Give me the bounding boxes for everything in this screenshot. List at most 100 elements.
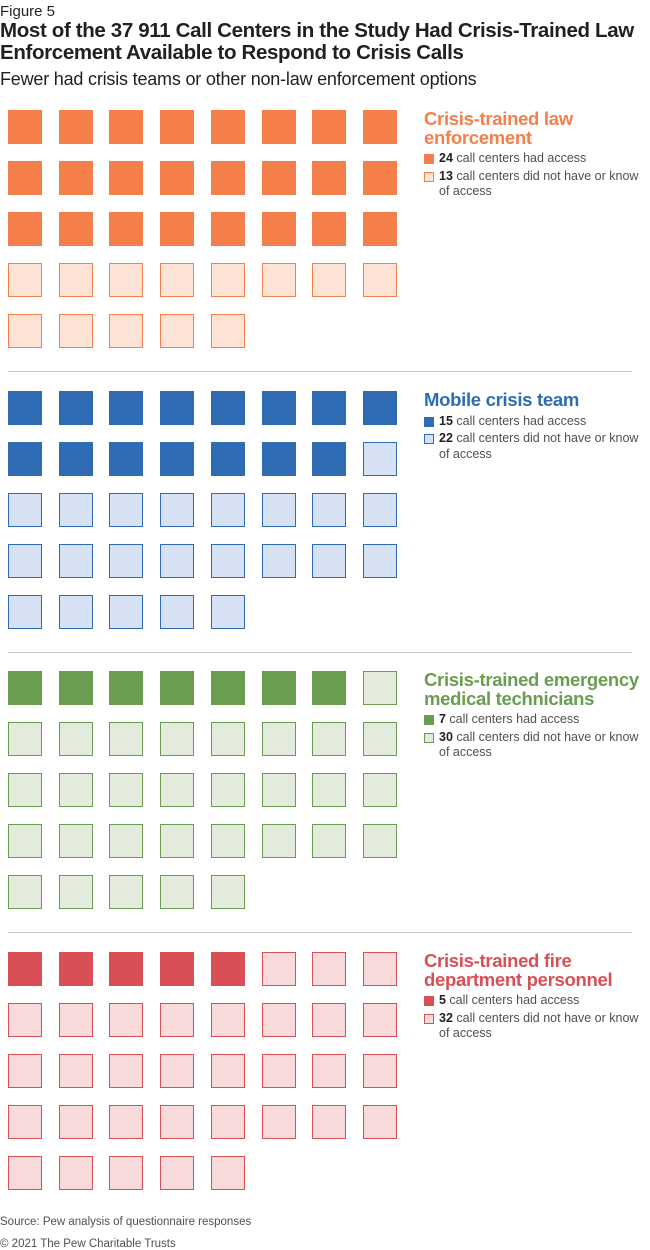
legend-count: 5: [439, 993, 446, 1007]
waffle-square-had-access: [160, 442, 195, 476]
legend-swatch: [424, 1013, 434, 1024]
waffle-square-had-access: [312, 671, 347, 705]
waffle-square-had-access: [58, 442, 93, 476]
waffle-square-had-access: [261, 671, 296, 705]
waffle-square-no-access: [210, 263, 245, 297]
waffle-square-had-access: [312, 161, 347, 195]
waffle-square-no-access: [8, 1003, 42, 1037]
waffle-square-no-access: [261, 824, 296, 858]
waffle-square-no-access: [210, 722, 245, 756]
waffle-square-had-access: [261, 442, 296, 476]
legend-item-had-access: 24 call centers had access: [424, 151, 650, 167]
waffle-square-no-access: [109, 493, 144, 527]
waffle-square-no-access: [58, 773, 93, 807]
waffle-square-had-access: [261, 161, 296, 195]
waffle-square-had-access: [109, 952, 144, 986]
waffle-square-no-access: [109, 1003, 144, 1037]
waffle-square-had-access: [362, 212, 397, 246]
waffle-square-had-access: [312, 391, 347, 425]
waffle-square-no-access: [8, 824, 42, 858]
waffle-square-had-access: [58, 161, 93, 195]
waffle-square-no-access: [210, 1156, 245, 1190]
waffle-square-no-access: [160, 1054, 195, 1088]
waffle-square-no-access: [160, 544, 195, 578]
waffle-square-had-access: [109, 212, 144, 246]
waffle-grid: [8, 391, 408, 641]
waffle-square-no-access: [58, 493, 93, 527]
legend-count: 24: [439, 151, 453, 165]
legend-label: call centers had access: [452, 151, 587, 165]
waffle-square-no-access: [210, 595, 245, 629]
waffle-square-no-access: [312, 493, 347, 527]
waffle-square-no-access: [261, 1105, 296, 1139]
waffle-square-had-access: [58, 212, 93, 246]
waffle-square-no-access: [58, 544, 93, 578]
waffle-square-no-access: [160, 722, 195, 756]
waffle-square-had-access: [160, 161, 195, 195]
waffle-square-no-access: [109, 1054, 144, 1088]
waffle-square-no-access: [261, 722, 296, 756]
waffle-square-no-access: [362, 671, 397, 705]
legend-label: call centers did not have or know of acc…: [439, 431, 639, 461]
waffle-square-no-access: [261, 263, 296, 297]
waffle-square-had-access: [362, 161, 397, 195]
waffle-square-no-access: [312, 1003, 347, 1037]
waffle-square-no-access: [362, 824, 397, 858]
legend-swatch: [424, 171, 434, 182]
waffle-square-no-access: [58, 824, 93, 858]
waffle-square-no-access: [160, 493, 195, 527]
waffle-square-had-access: [58, 671, 93, 705]
waffle-square-no-access: [8, 773, 42, 807]
category-section: Crisis-trained fire department personnel…: [0, 951, 650, 1232]
category-section: Crisis-trained law enforcement 24 call ce…: [0, 109, 650, 390]
waffle-square-had-access: [8, 442, 42, 476]
waffle-square-had-access: [210, 671, 245, 705]
waffle-square-no-access: [8, 1156, 42, 1190]
waffle-square-had-access: [210, 442, 245, 476]
waffle-square-no-access: [109, 544, 144, 578]
waffle-square-no-access: [58, 722, 93, 756]
waffle-square-no-access: [362, 773, 397, 807]
legend-count: 30: [439, 729, 453, 744]
legend-item-had-access: 5 call centers had access: [424, 993, 650, 1009]
waffle-square-had-access: [109, 110, 144, 144]
waffle-square-had-access: [8, 110, 42, 144]
waffle-square-no-access: [362, 952, 397, 986]
category-legend: Crisis-trained emergency medical technic…: [424, 670, 650, 761]
legend-label: call centers had access: [445, 712, 580, 726]
legend-swatch: [424, 732, 434, 743]
waffle-square-no-access: [8, 314, 42, 348]
category-legend: Mobile crisis team 15 call centers had ac…: [424, 390, 650, 462]
legend-item-had-access: 7 call centers had access: [424, 712, 650, 728]
section-divider: [8, 652, 632, 653]
waffle-square-no-access: [8, 493, 42, 527]
waffle-square-no-access: [312, 544, 347, 578]
waffle-square-had-access: [109, 391, 144, 425]
waffle-square-no-access: [362, 1054, 397, 1088]
waffle-square-had-access: [210, 110, 245, 144]
waffle-square-no-access: [58, 1054, 93, 1088]
waffle-square-no-access: [261, 544, 296, 578]
waffle-square-had-access: [362, 110, 397, 144]
waffle-square-no-access: [210, 314, 245, 348]
waffle-square-no-access: [210, 1003, 245, 1037]
waffle-grid: [8, 952, 408, 1202]
legend-count: 15: [439, 413, 453, 428]
waffle-square-had-access: [261, 391, 296, 425]
legend-label: call centers did not have or know of acc…: [439, 1010, 639, 1041]
waffle-square-no-access: [312, 263, 347, 297]
waffle-square-no-access: [261, 493, 296, 527]
waffle-square-no-access: [109, 773, 144, 807]
legend-count: 13: [439, 168, 453, 183]
waffle-square-had-access: [261, 110, 296, 144]
waffle-square-had-access: [160, 110, 195, 144]
waffle-square-no-access: [312, 824, 347, 858]
legend-swatch: [424, 416, 434, 427]
waffle-square-no-access: [8, 544, 42, 578]
legend-swatch: [424, 154, 434, 164]
copyright-note: © 2021 The Pew Charitable Trusts: [0, 1238, 176, 1250]
waffle-square-no-access: [8, 722, 42, 756]
waffle-square-no-access: [261, 1054, 296, 1088]
waffle-square-had-access: [312, 110, 347, 144]
legend-swatch: [424, 434, 434, 444]
